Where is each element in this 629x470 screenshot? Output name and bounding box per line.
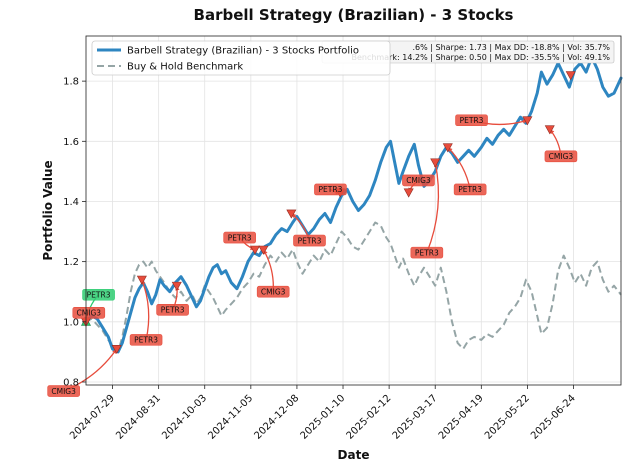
x-tick-label: 2025-03-17 <box>391 393 440 442</box>
sell-marker <box>544 125 555 135</box>
sell-marker <box>111 344 122 355</box>
sell-marker <box>286 209 297 219</box>
y-tick-label: 0.8 <box>63 377 79 388</box>
chart-title: Barbell Strategy (Brazilian) - 3 Stocks <box>194 6 514 24</box>
trade-label-box <box>314 183 347 196</box>
x-tick-label: 2025-04-19 <box>437 393 486 442</box>
trade-label-box <box>402 174 435 187</box>
trade-label-box <box>156 303 189 316</box>
x-tick-label: 2024-10-03 <box>160 393 209 442</box>
trade-label-box <box>72 306 106 319</box>
trade-label-box <box>82 288 115 301</box>
legend-box <box>91 40 391 76</box>
trade-label: PETR3 <box>161 306 185 315</box>
x-axis-label: Date <box>338 448 370 462</box>
trade-label: CMIG3 <box>549 152 574 161</box>
y-tick-label: 1.2 <box>63 257 79 268</box>
trade-label-box <box>47 385 80 397</box>
x-tick-label: 2025-06-24 <box>529 393 578 442</box>
legend-label-portfolio: Barbell Strategy (Brazilian) - 3 Stocks … <box>127 46 359 57</box>
sell-marker <box>442 143 453 153</box>
legend-label-benchmark: Buy & Hold Benchmark <box>127 62 243 73</box>
trade-label-box <box>410 246 444 259</box>
trade-label-box <box>129 334 163 346</box>
series-layer <box>84 55 623 354</box>
trade-label: PETR3 <box>134 336 158 345</box>
x-tick-label: 2024-11-05 <box>206 393 255 442</box>
x-tick-label: 2025-01-10 <box>299 393 348 442</box>
portfolio-line <box>84 55 623 354</box>
y-tick-label: 1.6 <box>63 137 79 148</box>
y-tick-label: 1.0 <box>63 317 79 328</box>
trade-arrows <box>63 119 562 392</box>
stats-line-2: Benchmark: 14.2% | Sharpe: 0.50 | Max DD… <box>351 53 610 62</box>
trade-label: PETR3 <box>87 291 111 300</box>
sell-marker <box>258 245 269 255</box>
x-tick-label: 2024-12-08 <box>252 393 301 442</box>
trade-label: PETR3 <box>298 236 322 245</box>
x-axis-ticks: 2024-07-292024-08-312024-10-032024-11-05… <box>68 385 578 442</box>
sell-marker <box>522 116 533 126</box>
trade-label: PETR3 <box>415 248 439 257</box>
x-tick-label: 2024-07-29 <box>68 393 117 442</box>
trade-label-box <box>455 114 488 127</box>
trade-label: CMIG3 <box>261 288 286 297</box>
trade-arrow <box>426 162 440 253</box>
trade-label: PETR3 <box>460 116 484 125</box>
grid <box>86 36 621 385</box>
y-tick-label: 1.4 <box>63 197 79 208</box>
trade-label: CMIG3 <box>77 309 102 318</box>
legend: Barbell Strategy (Brazilian) - 3 Stocks … <box>91 40 391 76</box>
trade-label: PETR3 <box>319 185 343 194</box>
sell-marker <box>171 281 182 291</box>
plot-frame <box>85 35 622 386</box>
trade-label-box <box>544 150 578 163</box>
benchmark-line <box>85 221 622 353</box>
x-tick-label: 2025-05-22 <box>483 393 532 442</box>
y-axis-label: Portfolio Value <box>41 160 55 260</box>
trade-label: PETR3 <box>458 185 482 194</box>
y-tick-label: 1.8 <box>63 77 79 88</box>
x-tick-label: 2024-08-31 <box>114 393 163 442</box>
stats-box: .6% | Sharpe: 1.73 | Max DD: -18.8% | Vo… <box>321 40 615 64</box>
trade-label: PETR3 <box>228 233 252 242</box>
sell-marker <box>430 158 441 168</box>
sell-marker <box>250 245 261 255</box>
sell-marker <box>403 188 414 198</box>
trade-annotations: PETR3 CMIG3 CMIG3 PETR3 PETR3 PETR3 CMIG3 PETR3… <box>47 114 578 397</box>
trade-label-box <box>453 183 487 196</box>
stats-line-1: .6% | Sharpe: 1.73 | Max DD: -18.8% | Vo… <box>412 43 610 52</box>
trade-label: CMIG3 <box>51 387 76 396</box>
trade-label-box <box>256 285 290 298</box>
sell-marker <box>136 275 147 285</box>
x-tick-label: 2025-02-12 <box>345 393 394 442</box>
trade-label: CMIG3 <box>406 176 431 185</box>
trade-label-box <box>293 234 326 247</box>
trade-label-box <box>223 231 256 244</box>
y-axis-ticks: 0.8 1.0 1.2 1.4 1.6 1.8 <box>63 77 86 388</box>
trade-markers <box>80 71 576 355</box>
sell-marker <box>565 71 576 81</box>
